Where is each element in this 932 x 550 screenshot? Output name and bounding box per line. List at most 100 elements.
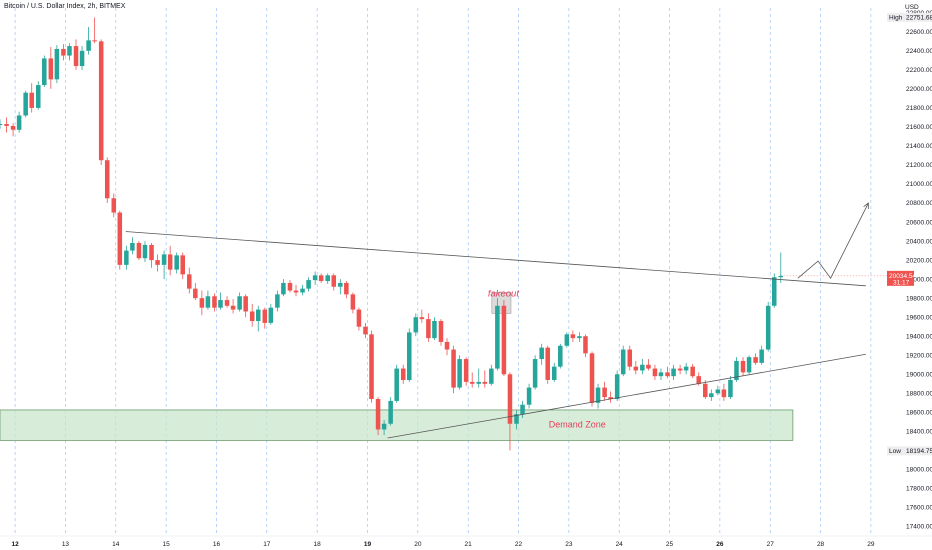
- candle-body: [677, 368, 683, 371]
- candle-body: [205, 296, 211, 308]
- candle-up: [778, 252, 784, 283]
- candle-up: [539, 343, 544, 365]
- candle-down: [665, 366, 670, 379]
- candle-up: [514, 410, 519, 430]
- projection-arrowhead: [863, 202, 869, 210]
- candle-body: [482, 381, 488, 384]
- candle-up: [532, 355, 538, 390]
- time-tick: 23: [565, 541, 573, 548]
- candle-body: [375, 399, 381, 430]
- candle-down: [48, 47, 54, 89]
- candle-body: [646, 364, 651, 369]
- candle-down: [4, 117, 9, 133]
- candle-down: [136, 241, 142, 261]
- candle-down: [703, 379, 708, 400]
- candle-body: [212, 296, 217, 308]
- candle-body: [293, 290, 299, 293]
- price-tick: 22400.00: [906, 48, 932, 55]
- candle-down: [740, 357, 746, 377]
- candle-body: [142, 244, 148, 259]
- high-tag-label: High: [889, 15, 903, 22]
- candle-body: [457, 359, 462, 388]
- candle-body: [325, 275, 330, 282]
- candle-up: [67, 43, 72, 61]
- candle-down: [444, 338, 450, 356]
- chart-title: Bitcoin / U.S. Dollar Index, 2h, BITMEX: [4, 3, 126, 10]
- candle-down: [369, 330, 374, 403]
- time-tick: 29: [867, 541, 875, 548]
- candle-body: [35, 85, 41, 108]
- candle-up: [746, 355, 752, 375]
- candle-body: [243, 296, 248, 312]
- candle-body: [545, 347, 550, 380]
- candle-body: [98, 41, 104, 161]
- candle-down: [375, 397, 381, 436]
- candle-up: [255, 305, 261, 332]
- candle-body: [281, 282, 286, 295]
- candle-body: [187, 274, 192, 289]
- time-tick: 28: [817, 541, 825, 548]
- candle-up: [558, 343, 563, 369]
- candle-body: [451, 349, 456, 388]
- candle-down: [363, 322, 368, 339]
- candle-up: [620, 345, 626, 377]
- candle-body: [520, 404, 525, 415]
- candle-up: [325, 273, 330, 284]
- price-tick: 20600.00: [906, 219, 932, 226]
- candle-body: [514, 414, 519, 424]
- candle-body: [426, 319, 431, 339]
- candle-down: [583, 334, 588, 358]
- price-axis[interactable]: USD22800.0022600.0022400.0022200.0022000…: [780, 4, 932, 531]
- candle-body: [344, 282, 349, 295]
- candle-up: [300, 284, 305, 296]
- low-tag-label: Low: [889, 448, 901, 455]
- candle-body: [48, 58, 54, 80]
- candle-body: [400, 368, 406, 380]
- last-price-countdown: 31:17: [893, 279, 910, 286]
- candle-body: [224, 300, 230, 306]
- candle-down: [356, 307, 362, 331]
- candles: [0, 17, 784, 451]
- candle-down: [98, 39, 104, 165]
- candle-body: [438, 320, 444, 342]
- high-tag: [887, 12, 932, 22]
- price-tick: 21200.00: [906, 162, 932, 169]
- time-tick: 15: [163, 541, 171, 548]
- candle-up: [759, 345, 764, 365]
- candle-body: [665, 372, 670, 377]
- candle-down: [212, 293, 217, 312]
- candle-up: [551, 362, 557, 382]
- fakeout-label: fakeout: [488, 288, 520, 299]
- candle-down: [501, 300, 507, 377]
- candle-body: [740, 360, 746, 373]
- candle-down: [419, 309, 425, 323]
- trend-drawings: fakeout Demand Zone: [125, 202, 869, 439]
- time-tick: 13: [62, 541, 70, 548]
- candle-up: [432, 317, 437, 341]
- candle-up: [130, 237, 135, 255]
- candle-down: [331, 273, 337, 291]
- time-tick: 19: [364, 541, 372, 548]
- price-tick: 19600.00: [906, 314, 932, 321]
- candle-down: [463, 357, 469, 386]
- candle-down: [451, 345, 456, 394]
- candle-body: [620, 349, 626, 375]
- candle-up: [54, 45, 60, 84]
- candle-down: [608, 391, 613, 403]
- candle-up: [709, 389, 714, 401]
- price-tick: 19800.00: [906, 295, 932, 302]
- time-tick: 18: [314, 541, 322, 548]
- price-tick: 18000.00: [906, 467, 932, 474]
- candle-body: [275, 294, 280, 308]
- price-tick: 22000.00: [906, 86, 932, 93]
- time-axis[interactable]: 12 13 14 15 16 17 18 19 20 21 22 23 24 25 26 27 28 29: [0, 535, 932, 548]
- candle-down: [10, 123, 16, 137]
- candle-body: [759, 349, 764, 363]
- candle-down: [180, 252, 186, 280]
- candle-down: [602, 381, 607, 401]
- candle-body: [709, 393, 714, 398]
- candle-body: [230, 305, 236, 310]
- candle-body: [262, 309, 268, 323]
- candle-body: [255, 309, 261, 321]
